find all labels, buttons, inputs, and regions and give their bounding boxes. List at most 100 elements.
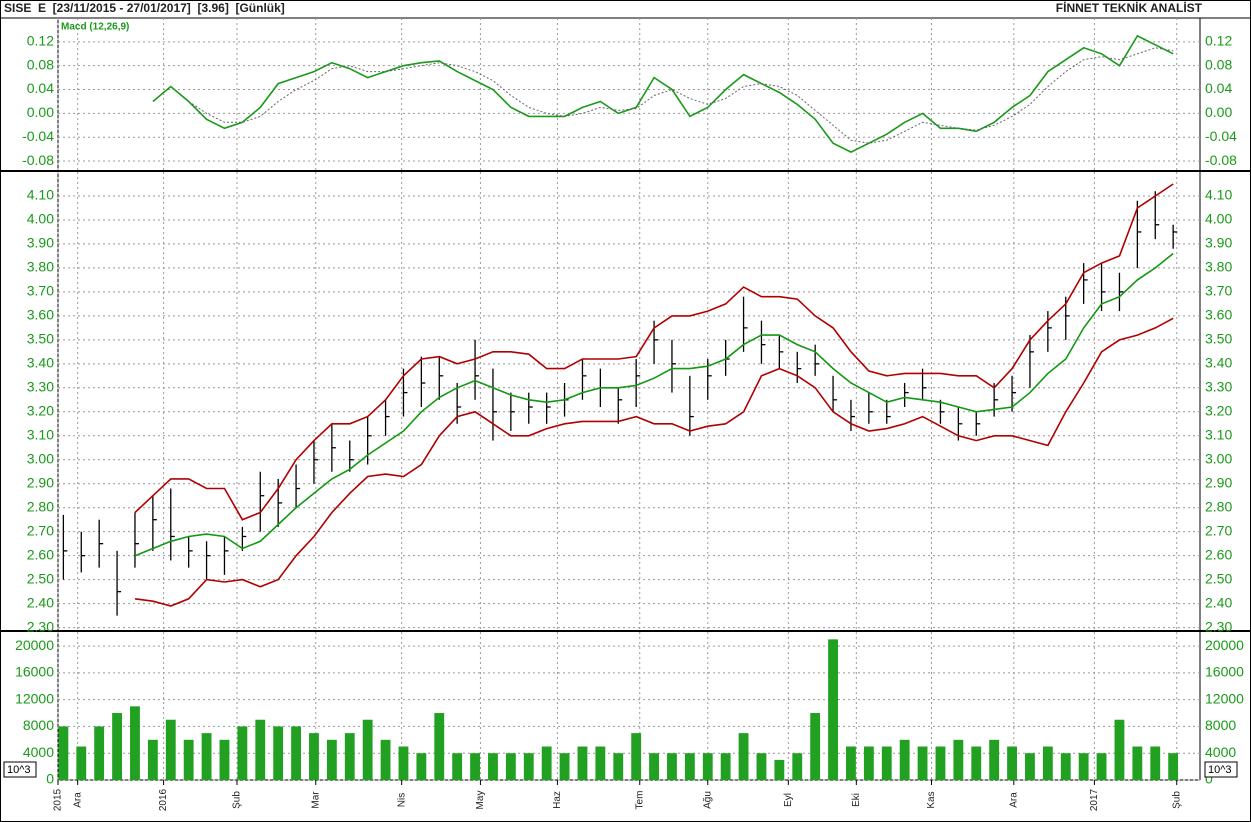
y-tick-label: 2.90 xyxy=(1205,474,1232,490)
y-tick-label: 2.60 xyxy=(27,546,54,562)
x-tick-label: Eyl xyxy=(783,793,794,807)
y-tick-label: -0.08 xyxy=(22,152,54,168)
y-tick-label: 2.90 xyxy=(27,474,54,490)
y-tick-label: 20000 xyxy=(15,637,54,653)
volume-bar xyxy=(541,746,552,780)
y-tick-label: 3.10 xyxy=(27,426,54,442)
volume-bar xyxy=(309,733,319,780)
volume-bar xyxy=(953,739,964,780)
y-tick-label: 3.40 xyxy=(1205,355,1232,371)
volume-bar xyxy=(1150,746,1161,780)
y-tick-label: 4000 xyxy=(23,744,54,760)
volume-bar xyxy=(649,753,659,780)
volume-bar xyxy=(112,713,122,780)
volume-bar xyxy=(684,753,695,780)
y-tick-label: 3.70 xyxy=(1205,283,1232,299)
y-tick-label: 4000 xyxy=(1205,744,1236,760)
y-tick-label: 2.80 xyxy=(1205,498,1232,514)
volume-bar xyxy=(470,753,480,780)
y-tick-label: 3.50 xyxy=(1205,331,1232,347)
volume-bar xyxy=(828,639,838,780)
volume-bar xyxy=(94,726,105,780)
volume-bar xyxy=(147,739,158,780)
y-tick-label: -0.04 xyxy=(1205,128,1237,144)
x-tick-label: Ağu xyxy=(702,791,713,809)
volume-bar xyxy=(58,726,69,780)
volume-bar xyxy=(667,753,677,780)
y-tick-label: 3.80 xyxy=(1205,259,1232,275)
volume-bar xyxy=(237,726,248,780)
volume-bar xyxy=(398,746,409,780)
y-tick-label: 2.40 xyxy=(27,594,54,610)
volume-bar xyxy=(631,733,642,780)
x-tick-label: Ara xyxy=(1008,792,1019,808)
volume-bar xyxy=(1025,753,1035,780)
volume-bar xyxy=(380,739,391,780)
series-line xyxy=(188,47,1174,144)
x-tick-label: 2017 xyxy=(1089,788,1100,811)
y-tick-label: 3.60 xyxy=(27,307,54,323)
unit-label: 10^3 xyxy=(7,764,31,776)
y-tick-label: -0.08 xyxy=(1205,152,1237,168)
volume-bar xyxy=(291,726,301,780)
volume-bar xyxy=(1007,746,1017,780)
volume-bar xyxy=(613,753,624,780)
y-tick-label: 4.00 xyxy=(27,211,54,227)
y-tick-label: 0.00 xyxy=(27,104,54,120)
x-tick-label: Kas xyxy=(926,791,937,808)
y-tick-label: 3.10 xyxy=(1205,426,1232,442)
unit-box xyxy=(3,761,37,778)
y-tick-label: 3.90 xyxy=(27,235,54,251)
chart-title: SISE E [23/11/2015 - 27/01/2017] [3.96] … xyxy=(4,1,285,15)
series-line xyxy=(134,183,1174,521)
y-tick-label: 12000 xyxy=(1205,690,1244,706)
y-tick-label: 0.04 xyxy=(27,80,54,96)
unit-box xyxy=(1204,761,1238,778)
volume-bar xyxy=(201,733,212,780)
volume-bar xyxy=(1042,746,1053,780)
x-tick-label: Eki xyxy=(851,793,862,807)
volume-bar xyxy=(452,753,463,780)
volume-bar xyxy=(1132,746,1143,780)
volume-bar xyxy=(810,713,821,780)
y-tick-label: 2.70 xyxy=(27,522,54,538)
x-tick-label: Ara xyxy=(72,792,83,808)
y-tick-label: 3.20 xyxy=(1205,402,1232,418)
x-tick-label: Haz xyxy=(552,791,563,809)
y-tick-label: 2.50 xyxy=(1205,570,1232,586)
volume-bar xyxy=(989,739,1000,780)
y-tick-label: 20000 xyxy=(1205,637,1244,653)
y-tick-label: -0.04 xyxy=(22,128,54,144)
x-tick-label: Nis xyxy=(396,793,407,807)
series-line xyxy=(152,34,1174,153)
volume-bar xyxy=(881,746,892,780)
volume-bar xyxy=(917,746,928,780)
volume-bar xyxy=(523,753,534,780)
x-tick-label: Şub xyxy=(232,791,243,809)
y-tick-label: 0.08 xyxy=(1205,56,1232,72)
y-tick-label: 16000 xyxy=(15,664,54,680)
y-tick-label: 4.10 xyxy=(1205,187,1232,203)
volume-bar xyxy=(219,739,230,780)
volume-bar xyxy=(595,746,606,780)
y-tick-label: 3.30 xyxy=(27,379,54,395)
y-tick-label: 0 xyxy=(1205,771,1213,787)
volume-bar xyxy=(1114,719,1125,780)
volume-bar xyxy=(863,746,874,780)
y-tick-label: 3.60 xyxy=(1205,307,1232,323)
volume-bar xyxy=(559,753,570,780)
brand: FİNNET TEKNİK ANALİST xyxy=(1056,0,1203,15)
y-tick-label: 0 xyxy=(46,771,54,787)
volume-bar xyxy=(792,753,803,780)
y-tick-label: 3.00 xyxy=(1205,450,1232,466)
volume-bar xyxy=(1078,753,1089,780)
volume-bar xyxy=(130,706,140,780)
y-tick-label: 3.50 xyxy=(27,331,54,347)
series-line xyxy=(134,317,1174,607)
y-tick-label: 8000 xyxy=(23,717,54,733)
y-tick-label: 2.80 xyxy=(27,498,54,514)
series-line xyxy=(134,252,1174,557)
volume-bar xyxy=(326,739,337,780)
volume-bar xyxy=(76,746,87,780)
